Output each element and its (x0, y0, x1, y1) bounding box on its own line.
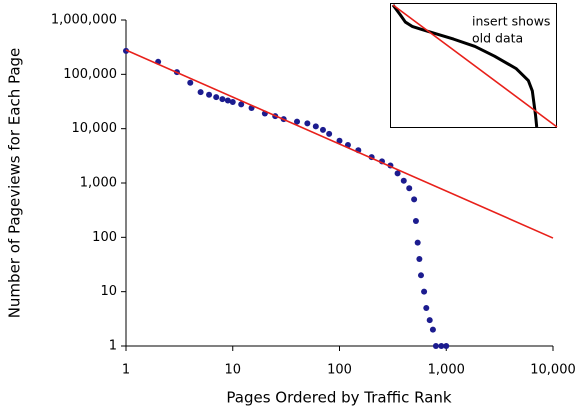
data-point (206, 91, 213, 98)
x-tick-label: 10,000 (530, 363, 576, 378)
y-tick-label: 10,000 (72, 121, 118, 136)
y-tick-label: 10 (100, 284, 117, 299)
data-point (219, 96, 226, 103)
data-point (412, 217, 419, 224)
data-point (224, 97, 231, 104)
y-tick-label: 1,000 (80, 176, 117, 191)
line-series (125, 49, 554, 239)
data-point (429, 326, 436, 333)
data-point (312, 123, 319, 130)
data-point (400, 177, 407, 184)
data-point (416, 255, 423, 262)
data-point (187, 79, 194, 86)
data-point (294, 118, 301, 125)
y-tick-label: 1,000,000 (51, 13, 117, 28)
data-point (406, 185, 413, 192)
line-series (392, 4, 558, 128)
x-tick-label: 1 (122, 363, 130, 378)
data-point (304, 120, 311, 127)
y-tick-label: 100,000 (63, 67, 117, 82)
data-point (336, 137, 343, 144)
line-series (391, 4, 539, 128)
y-tick-label: 1 (109, 339, 117, 354)
data-point (394, 170, 401, 177)
data-point (213, 94, 220, 101)
data-point (229, 98, 236, 105)
data-point (326, 130, 333, 137)
y-axis-title: Number of Pageviews for Each Page (6, 48, 24, 319)
data-point (319, 126, 326, 133)
data-point (417, 272, 424, 279)
data-point (421, 288, 428, 295)
data-point (423, 305, 430, 312)
inset-annotation: old data (472, 31, 523, 46)
data-point (426, 317, 433, 324)
data-point (432, 343, 439, 349)
data-point (411, 196, 418, 203)
y-tick-label: 100 (92, 230, 117, 245)
x-axis-title: Pages Ordered by Traffic Rank (226, 389, 452, 407)
data-point (197, 89, 204, 96)
data-point (414, 239, 421, 246)
x-tick-label: 1,000 (428, 363, 465, 378)
inset-annotation: insert shows (472, 14, 550, 29)
x-tick-label: 100 (327, 363, 352, 378)
data-point (443, 343, 450, 349)
data-point (438, 343, 445, 349)
data-point (238, 101, 245, 108)
x-tick-label: 10 (224, 363, 241, 378)
